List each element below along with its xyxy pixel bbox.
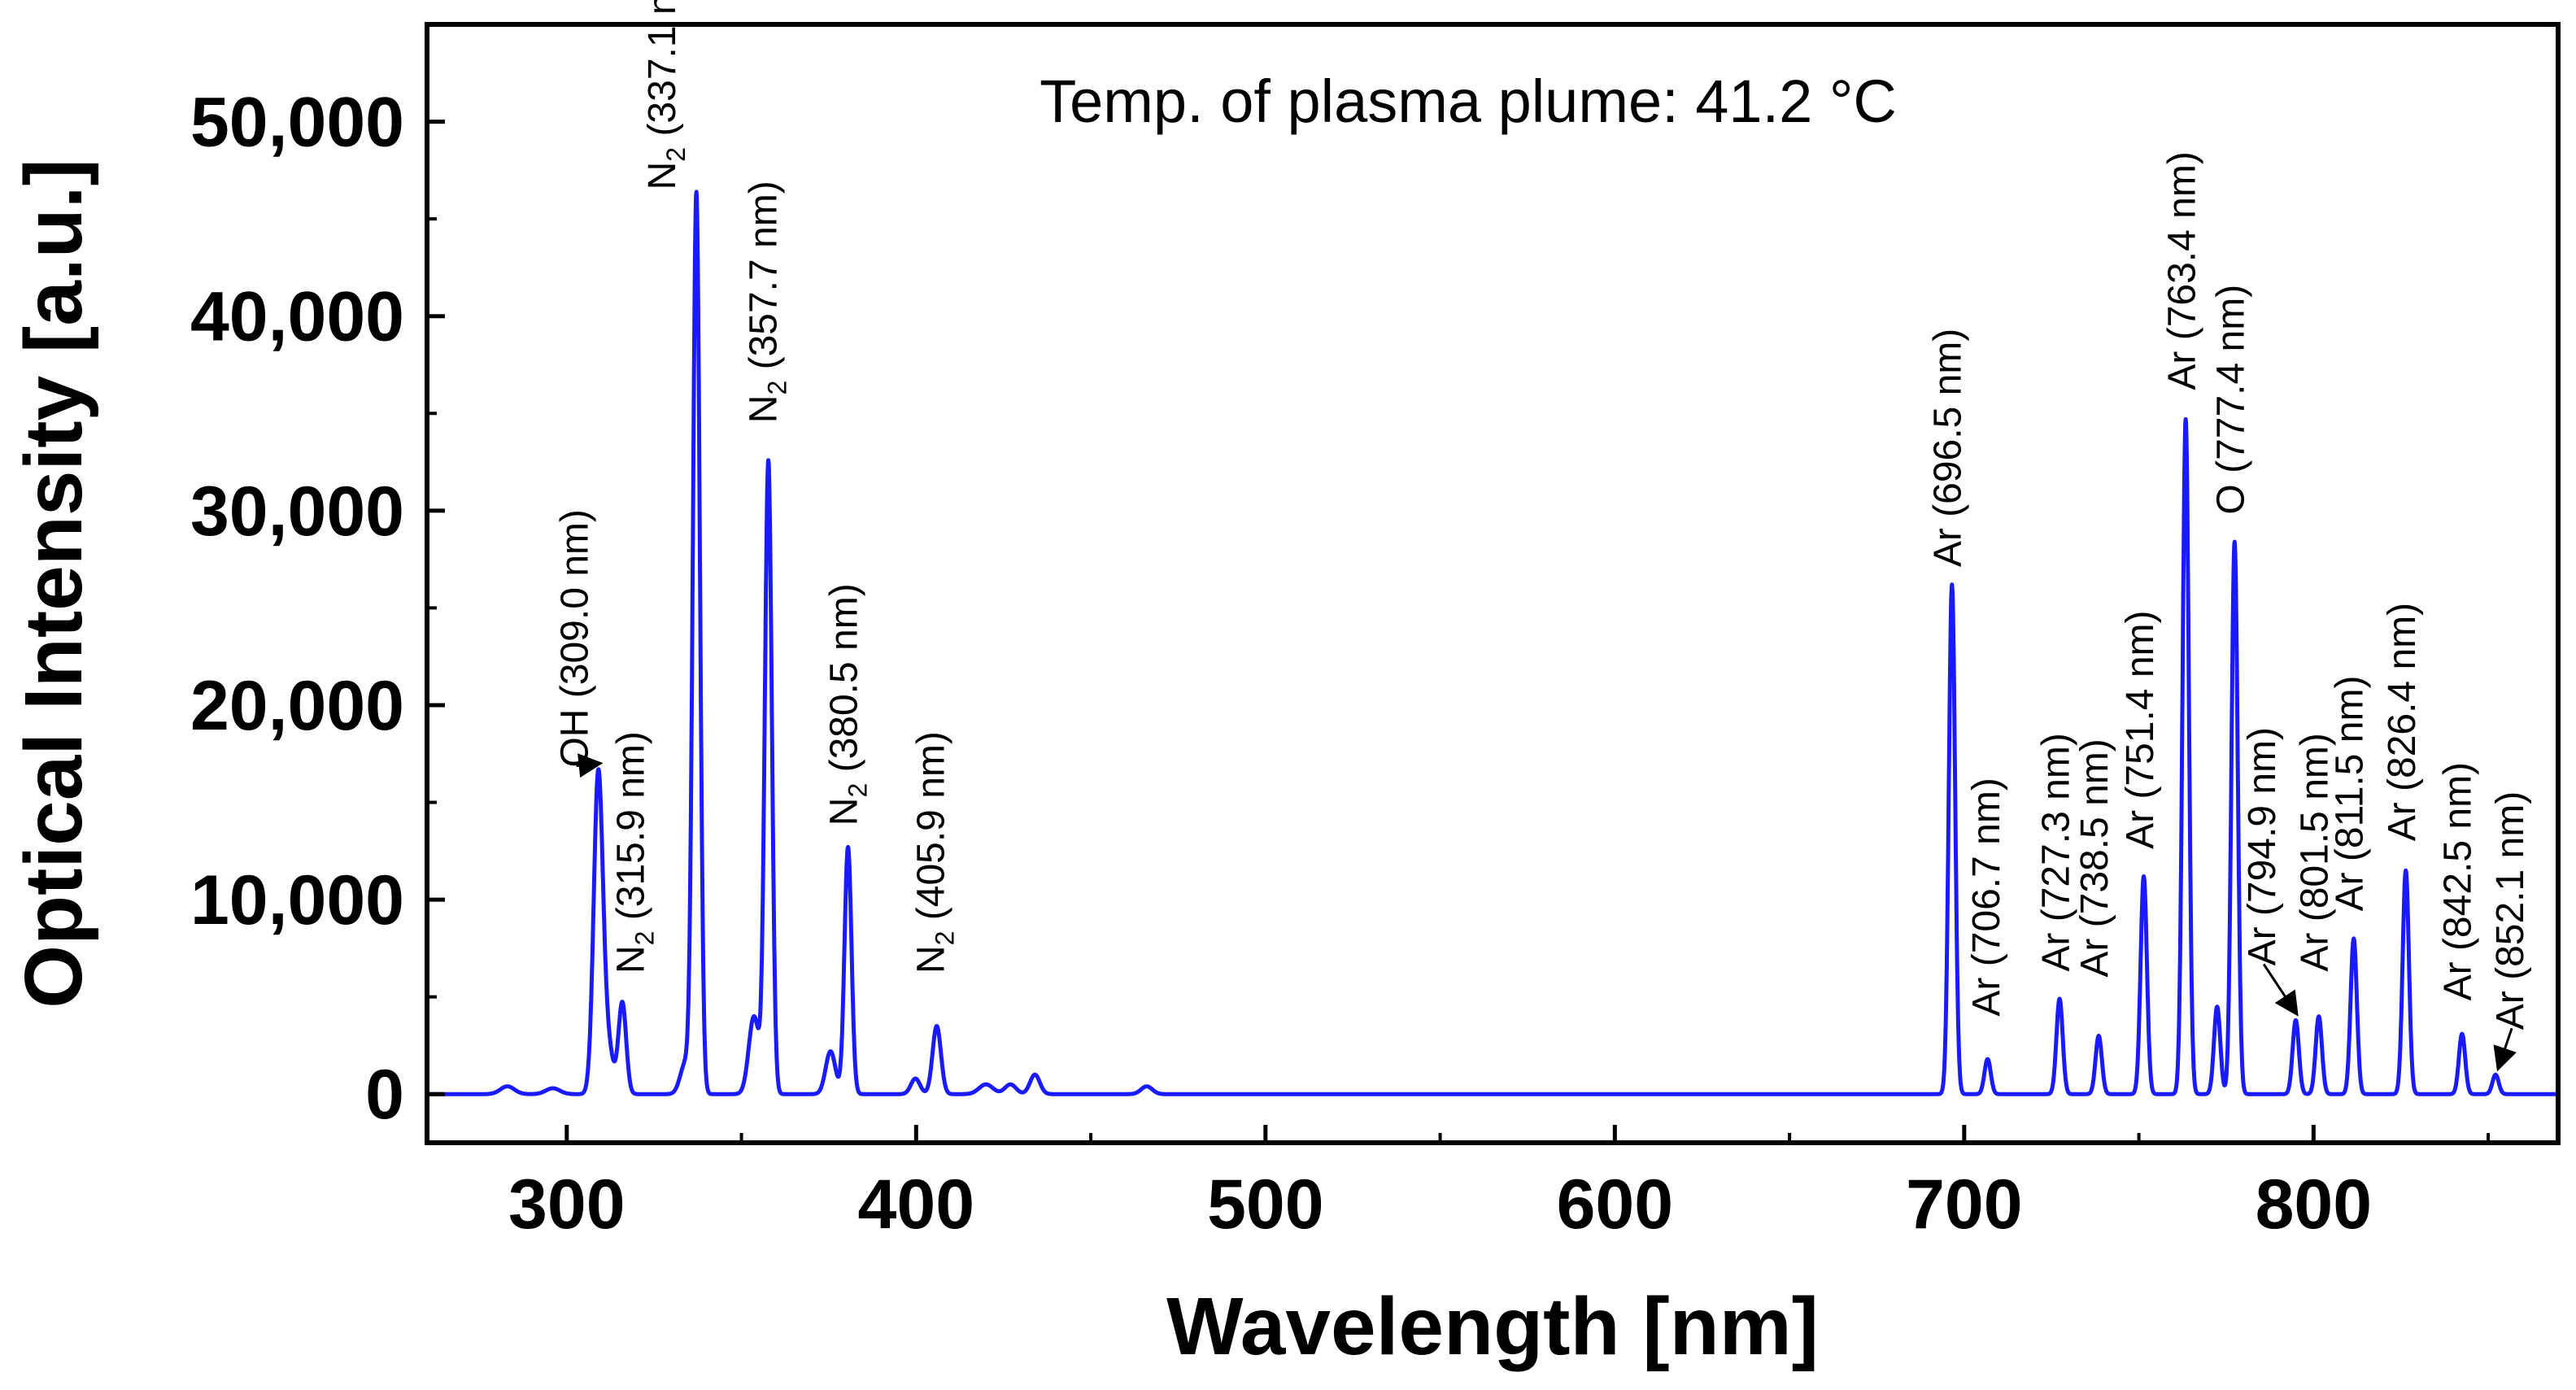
peak-label-arrow	[2493, 1027, 2517, 1072]
y-tick-label: 0	[365, 1056, 404, 1134]
peak-label: Ar (811.5 nm)	[2329, 676, 2372, 912]
peak-label: Ar (727.3 nm)	[2035, 733, 2078, 971]
peak-label: Ar (794.9 nm)	[2241, 727, 2284, 965]
peak-label: Ar (852.1 nm)	[2489, 791, 2532, 1030]
plume-temperature-annotation: Temp. of plasma plume: 41.2 °C	[1040, 68, 1897, 135]
y-tick-label: 30,000	[190, 473, 404, 551]
spectrum-series-line	[425, 190, 2560, 1096]
x-tick-label: 300	[508, 1166, 625, 1244]
y-axis-title: Optical Intensity [a.u.]	[8, 159, 99, 1009]
x-tick-label: 600	[1557, 1166, 1674, 1244]
y-tick-label: 20,000	[190, 667, 404, 745]
x-tick-label: 500	[1207, 1166, 1324, 1244]
x-tick-label: 800	[2256, 1166, 2373, 1244]
x-tick-label: 700	[1906, 1166, 2023, 1244]
y-tick-label: 50,000	[190, 84, 404, 162]
peak-label: N2 (405.9 nm)	[910, 731, 960, 974]
peak-label: N2 (315.9 nm)	[609, 731, 659, 974]
peak-label: Ar (763.4 nm)	[2160, 151, 2203, 390]
peak-label: Ar (751.4 nm)	[2119, 610, 2162, 848]
peak-label-arrow	[576, 753, 604, 778]
peak-label: N2 (357.7 nm)	[743, 181, 792, 423]
peak-label: Ar (738.5 nm)	[2073, 739, 2116, 977]
peak-label: OH (309.0 nm)	[554, 509, 597, 767]
peak-label: Ar (842.5 nm)	[2437, 762, 2480, 1000]
peak-label-arrow	[2262, 963, 2299, 1017]
peak-label: N2 (337.1 nm)	[641, 0, 691, 190]
peak-label: Ar (706.7 nm)	[1965, 778, 2008, 1016]
y-tick-label: 10,000	[190, 861, 404, 939]
peak-label: O (777.4 nm)	[2209, 285, 2252, 515]
peak-label: Ar (826.4 nm)	[2381, 603, 2424, 841]
x-tick-label: 400	[858, 1166, 975, 1244]
peak-label: N2 (380.5 nm)	[822, 583, 872, 826]
plot-frame	[425, 22, 2561, 1145]
peak-label: Ar (696.5 nm)	[1926, 329, 1969, 567]
peak-label: Ar (801.5 nm)	[2293, 733, 2336, 971]
x-axis-title: Wavelength [nm]	[1166, 1281, 1819, 1372]
y-tick-label: 40,000	[190, 278, 404, 356]
